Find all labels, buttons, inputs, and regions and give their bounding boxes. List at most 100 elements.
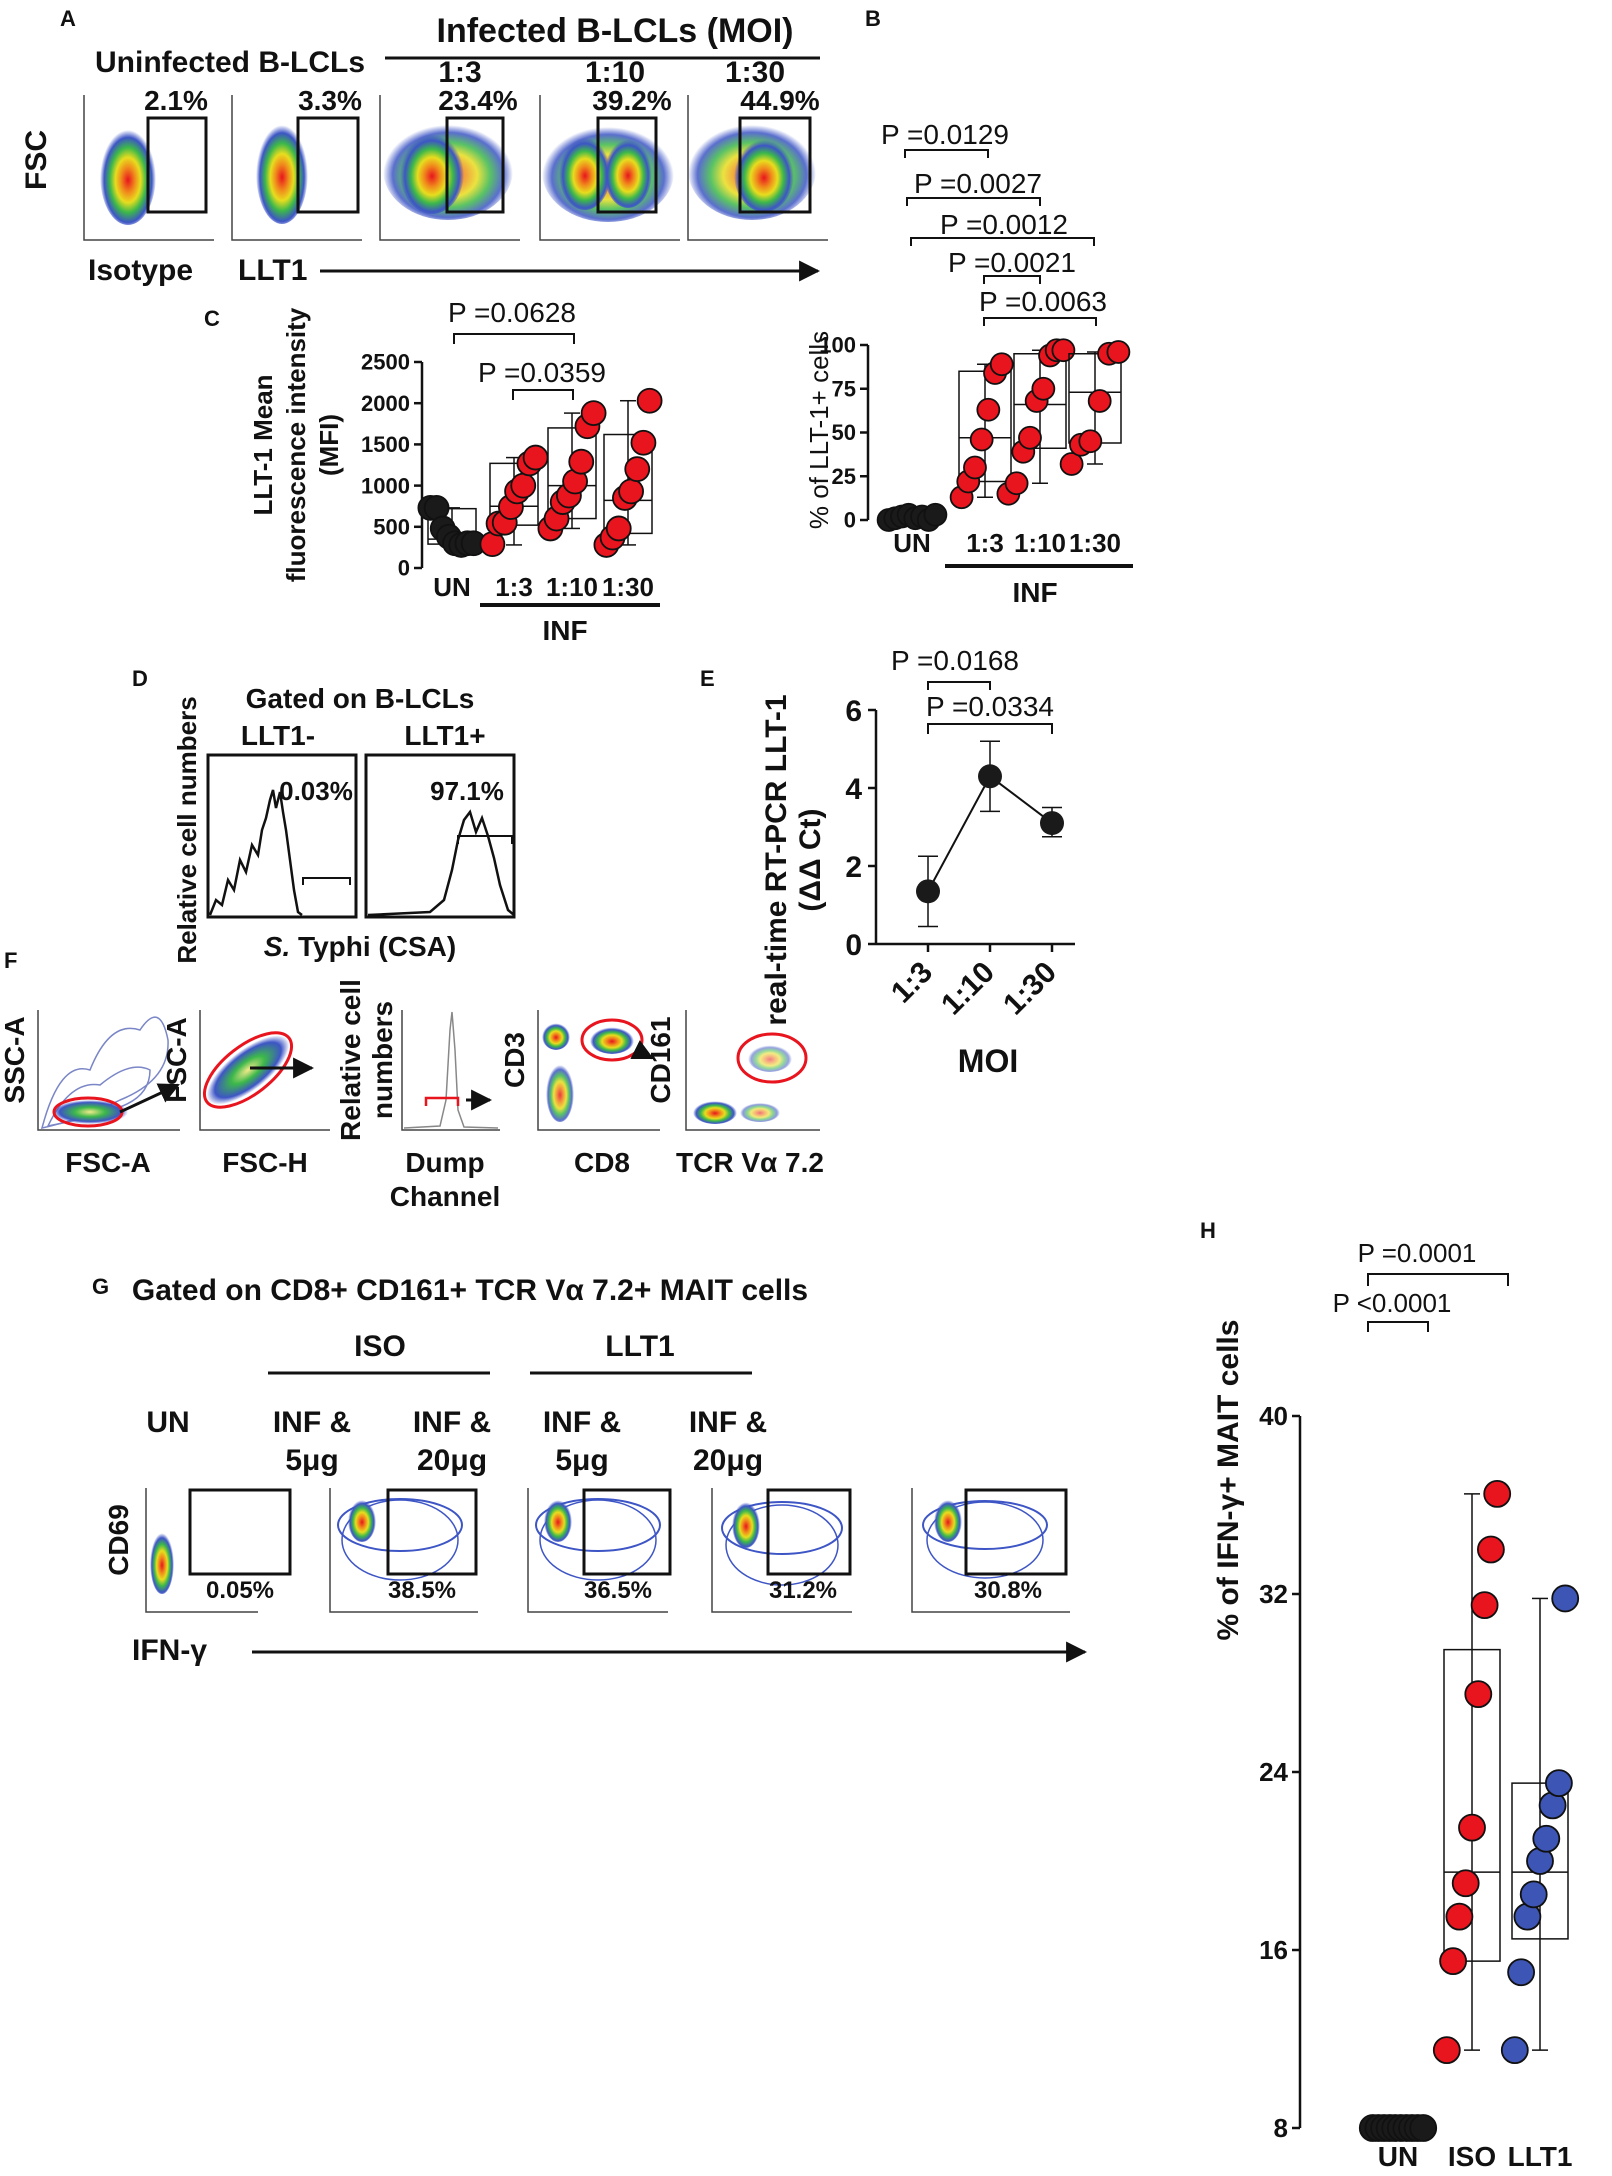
iso-5-line2: 5μg [285,1444,338,1477]
pvalue-b-1: P =0.0129 [881,119,1009,150]
chart-e-ytick-label-1: 2 [845,851,862,884]
flow-plot-moi-1-10: 39.2% [539,85,680,241]
bracket-b-3 [910,237,1095,246]
pvalue-b-3: P =0.0012 [940,209,1068,240]
histogram-llt1-pos [367,809,515,917]
gating-plot-dump-channel: Relative cell numbers Dump Channel [335,979,500,1212]
infected-header: Infected B-LCLs (MOI) [437,12,794,50]
gating-plot-ssc-fsc: SSC-A FSC-A [0,1010,180,1178]
mait-plot-un: 0.05% [145,1488,292,1613]
chart-c-point-3-7 [636,387,663,414]
chart-h-point-1-7 [1477,1535,1505,1564]
chart-e-point-2 [1040,811,1064,836]
gating2-ylabel: FSC-A [161,1017,192,1103]
chart-c-category-label-0: UN [433,572,471,602]
bracket-h-1 [1367,1321,1429,1332]
gate-percent-moi-1-30: 44.9% [740,85,819,116]
panel-d-xlabel: S. Typhi (CSA) [264,931,456,962]
mait-plot-llt1-5: 31.2% [711,1488,852,1613]
mait-percent-iso-5: 38.5% [388,1577,456,1604]
chart-h-point-1-5 [1464,1680,1493,1709]
ifng-axis-label: IFN-γ [132,1634,207,1667]
panel-b-inf-label: INF [1012,577,1057,608]
chart-c-point-3-2 [605,515,632,542]
panel-b-letter: B [865,6,881,31]
chart-b-point-0-7 [923,502,948,527]
panel-f-letter: F [4,948,17,973]
gating3-xlabel-line2: Channel [390,1181,500,1212]
chart-h-point-1-4 [1458,1813,1486,1842]
chart-h-category-label-0: UN [1378,2141,1418,2172]
chart-b-ytick-label-4: 100 [819,333,856,358]
chart-c-ytick-label-5: 2500 [361,350,410,375]
chart-h-ytick-label-1: 16 [1259,1935,1288,1965]
panel-h-ylabel: % of IFN-γ+ MAIT cells [1212,1320,1245,1641]
chart-b-ytick-label-2: 50 [832,420,856,445]
panel-d-ylabel: Relative cell numbers [172,696,202,963]
chart-h-point-1-8 [1483,1479,1512,1508]
gating1-xlabel: FSC-A [65,1147,151,1178]
panel-c-ylabel-line3: (MFI) [314,414,344,476]
chart-c-category-label-1: 1:3 [495,572,533,602]
un-condition-label: UN [146,1406,189,1439]
chart-h-point-2-7 [1545,1769,1573,1798]
chart-h-point-2-5 [1532,1824,1561,1853]
chart-b-point-3-3 [1087,389,1112,413]
flow-plot-isotype: 2.1% [83,85,214,241]
pvalue-e-2: P =0.0334 [926,691,1054,722]
pvalue-c-2: P =0.0359 [478,357,606,388]
bracket-b-4 [983,275,1041,284]
chart-c-ytick-label-3: 1500 [361,432,410,457]
gate-percent-uninfected: 3.3% [298,85,362,116]
chart-b: 0 25 50 75 100 UN 1:3 1:10 1:30 [819,333,1131,558]
chart-e-category-label-0: 1:3 [885,956,939,1010]
chart-c-ytick-label-4: 2000 [361,391,410,416]
chart-e-category-label-1: 1:10 [935,956,1001,1022]
chart-e-category-label-2: 1:30 [997,956,1063,1022]
gating3-ylabel-line2: numbers [367,1001,398,1119]
chart-b-point-3-2 [1078,429,1103,454]
pvalue-b-4: P =0.0021 [948,247,1076,278]
pvalue-b-5: P =0.0063 [979,286,1107,317]
gating4-ylabel: CD3 [499,1032,530,1088]
chart-h-box-2 [1511,1782,1569,1940]
panel-g: G Gated on CD8+ CD161+ TCR Vα 7.2+ MAIT … [92,1274,1088,1667]
chart-b-point-3-5 [1106,340,1131,364]
panel-h-letter: H [1200,1218,1216,1243]
panel-b: B % of LLT-1+ cells INF 0 25 50 75 100 UN 1:3 1… [804,6,1133,608]
panel-e-ylabel-line2: (ΔΔ Ct) [794,808,827,911]
panel-e-letter: E [700,666,715,691]
chart-b-point-2-4 [1031,376,1056,401]
llt1-axis-label: LLT1 [238,254,307,287]
panel-g-letter: G [92,1274,109,1299]
llt1-20-line1: INF & [689,1406,767,1439]
panel-d-letter: D [132,666,148,691]
isotype-axis-label: Isotype [88,254,193,287]
chart-h-point-2-8 [1551,1584,1580,1613]
gate-d-pos [457,835,513,844]
panel-f: F SSC-A FSC-A FSC-A FSC-H Relative cell … [0,948,824,1212]
panel-e-xlabel: MOI [958,1043,1018,1079]
gate-d-neg [302,877,351,885]
chart-h-point-1-2 [1445,1902,1474,1931]
panel-e: E real-time RT-PCR LLT-1 (ΔΔ Ct) MOI 0 2 4… [700,645,1075,1079]
percent-llt1-pos: 97.1% [430,776,504,806]
pvalue-h-2: P =0.0001 [1358,1238,1477,1268]
gating3-xlabel-line1: Dump [405,1147,484,1178]
iso-5-line1: INF & [273,1406,351,1439]
panel-c-inf-label: INF [542,615,587,646]
chart-c-point-3-5 [624,456,651,483]
pvalue-e-1: P =0.0168 [891,645,1019,676]
chart-h-point-1-0 [1432,2036,1461,2065]
cd69-axis-label: CD69 [103,1504,134,1576]
mait-plot-iso-20: 36.5% [527,1488,672,1613]
iso-20-line1: INF & [413,1406,491,1439]
chart-c-point-2-5 [568,448,595,475]
chart-b-point-2-2 [1018,425,1042,450]
panel-b-pvalues: P =0.0129 P =0.0027 P =0.0012 P =0.0021 … [881,119,1107,326]
mait-percent-llt1-20: 30.8% [974,1577,1042,1604]
mait-percent-iso-20: 36.5% [584,1577,652,1604]
mait-plot-iso-5: 38.5% [329,1488,478,1613]
chart-h-point-0-9 [1409,2114,1438,2142]
chart-e-point-1 [978,764,1002,789]
